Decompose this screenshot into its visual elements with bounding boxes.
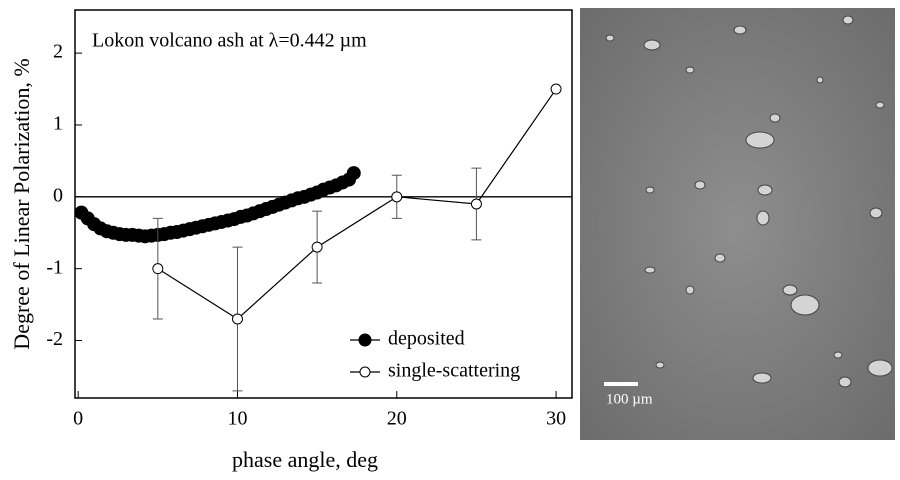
x-axis-label: phase angle, deg [232, 447, 378, 472]
legend-label: deposited [388, 328, 465, 350]
data-point [231, 313, 243, 325]
legend-label: single-scattering [388, 360, 520, 382]
data-point [346, 166, 361, 181]
x-tick-label: 10 [227, 408, 247, 430]
series-line [157, 88, 557, 320]
y-tick-label: -1 [46, 256, 63, 278]
y-tick-label: -2 [46, 328, 63, 350]
particles [605, 15, 893, 388]
annotation: Lokon volcano ash at λ=0.442 µm [92, 30, 367, 52]
legend-marker [358, 333, 372, 347]
data-point [550, 83, 562, 95]
x-tick-label: 30 [546, 408, 566, 430]
scale-label: 100 µm [606, 391, 653, 407]
scale-bar [604, 382, 638, 386]
x-tick-label: 0 [73, 408, 83, 430]
micrograph-image [580, 8, 895, 440]
data-point [391, 191, 403, 203]
micrograph: 100 µm [580, 8, 895, 440]
y-tick-label: 1 [53, 113, 63, 135]
x-tick-label: 20 [387, 408, 407, 430]
y-axis-label: Degree of Linear Polarization, % [9, 58, 34, 349]
data-point [311, 241, 323, 253]
data-point [152, 263, 164, 275]
plot-frame [74, 9, 573, 399]
legend-marker [359, 366, 371, 378]
y-tick-label: 2 [53, 41, 63, 63]
y-tick-label: 0 [53, 184, 63, 206]
data-point [470, 198, 482, 210]
